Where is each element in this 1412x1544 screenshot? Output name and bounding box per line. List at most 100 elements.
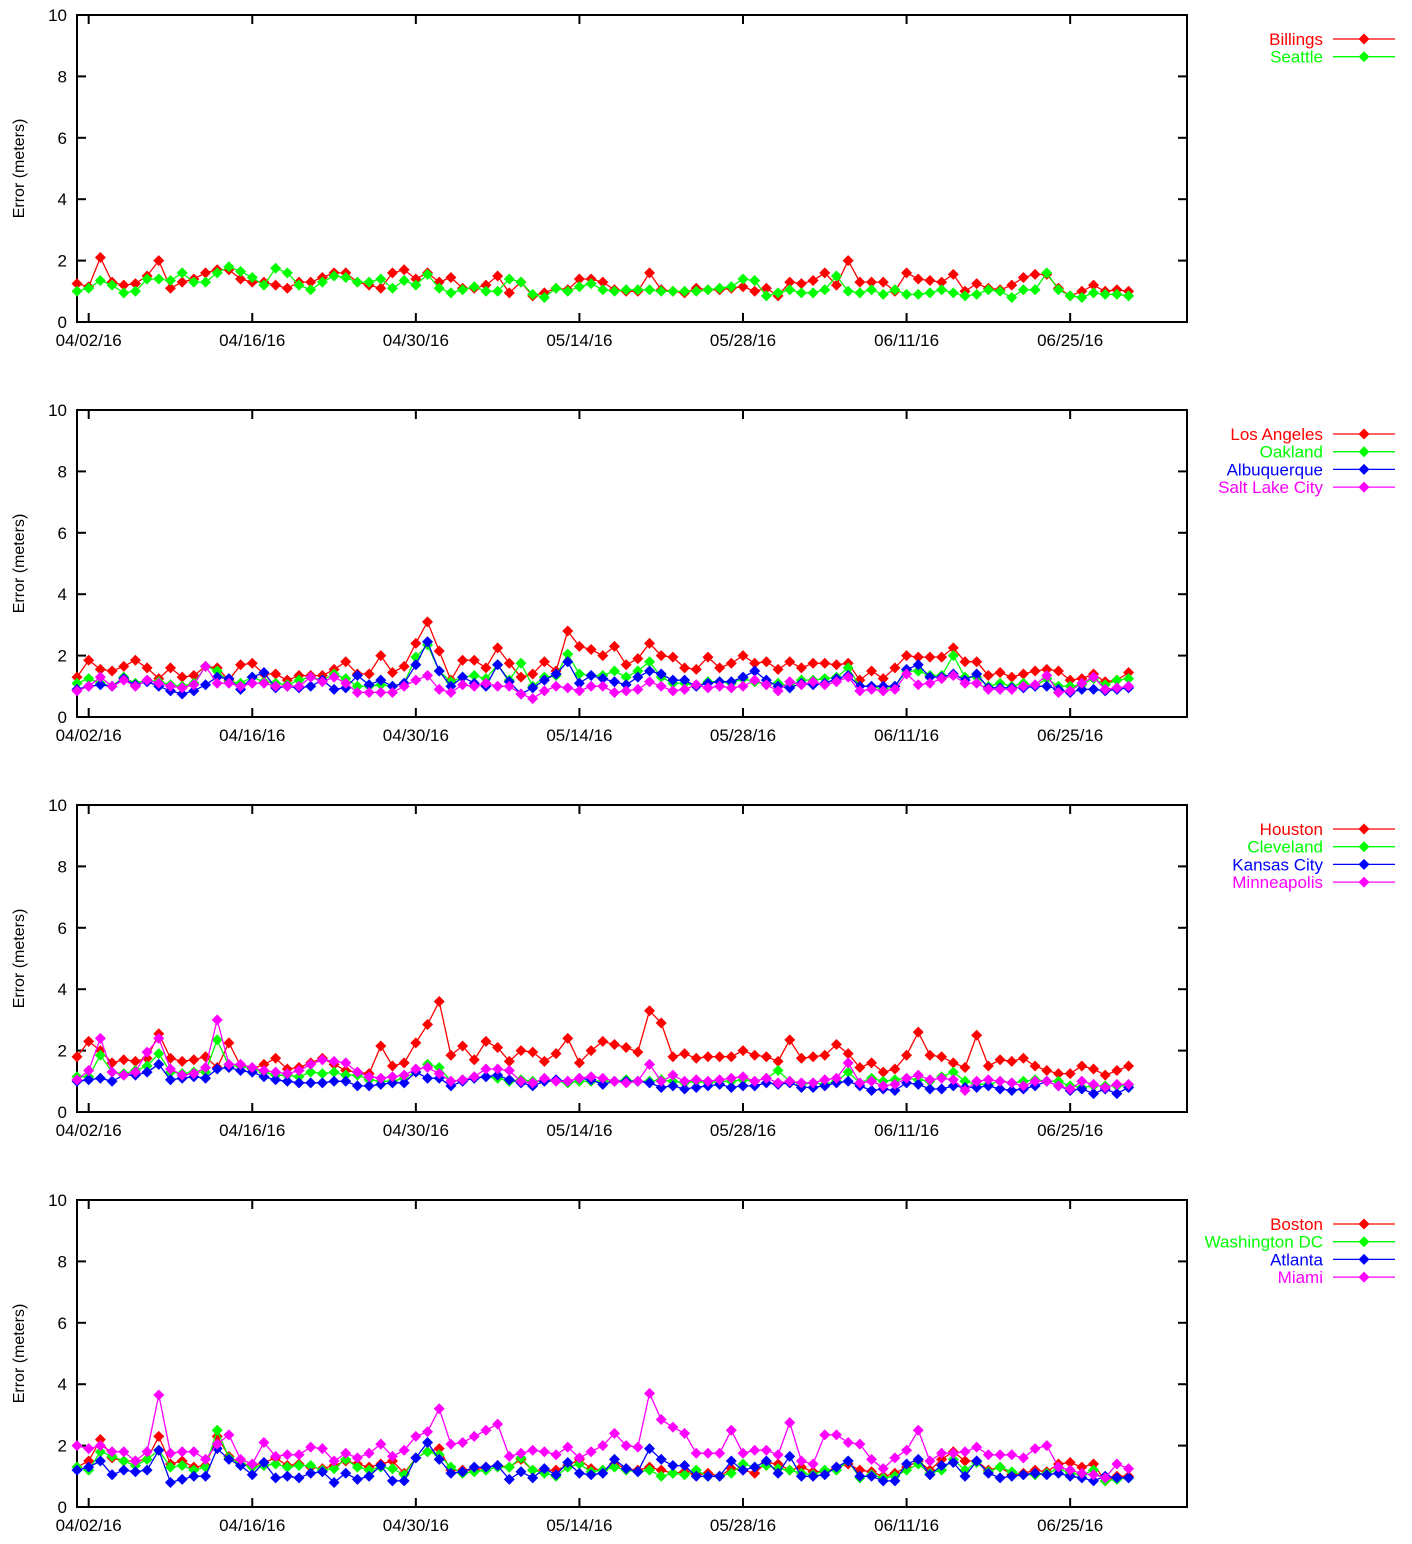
data-point xyxy=(655,1081,667,1093)
data-point xyxy=(1006,1077,1018,1089)
x-tick-label: 06/25/16 xyxy=(1037,331,1103,350)
data-point xyxy=(877,673,889,685)
data-point xyxy=(562,625,574,637)
x-tick-label: 04/02/16 xyxy=(56,726,122,745)
data-point xyxy=(842,1455,854,1467)
y-tick-label: 0 xyxy=(58,708,67,727)
data-point xyxy=(433,995,445,1007)
data-point xyxy=(457,1437,469,1449)
data-point xyxy=(620,659,632,671)
data-point xyxy=(246,1458,258,1470)
data-point xyxy=(515,276,527,288)
data-point xyxy=(655,680,667,692)
data-point xyxy=(1064,1464,1076,1476)
data-point xyxy=(655,1453,667,1465)
data-point xyxy=(877,1080,889,1092)
data-point xyxy=(422,268,434,280)
data-point xyxy=(550,668,562,680)
x-tick-label: 05/28/16 xyxy=(710,726,776,745)
y-tick-label: 8 xyxy=(58,67,67,86)
data-point xyxy=(258,1071,270,1083)
data-point xyxy=(573,677,585,689)
data-point xyxy=(772,1055,784,1067)
data-point xyxy=(819,1469,831,1481)
data-point xyxy=(889,662,901,674)
data-point xyxy=(211,677,223,689)
data-point xyxy=(515,1466,527,1478)
data-point xyxy=(503,1065,515,1077)
data-point xyxy=(562,1441,574,1453)
x-tick-label: 06/11/16 xyxy=(874,1121,939,1140)
data-point xyxy=(153,255,165,267)
data-point xyxy=(492,642,504,654)
data-point xyxy=(340,677,352,689)
legend-label: Washington DC xyxy=(1205,1233,1323,1252)
data-point xyxy=(597,1467,609,1479)
data-point xyxy=(211,1014,223,1026)
data-point xyxy=(164,1447,176,1459)
data-point xyxy=(246,657,258,669)
data-point xyxy=(398,275,410,287)
data-point xyxy=(608,1427,620,1439)
data-point xyxy=(1017,1469,1029,1481)
y-tick-label: 2 xyxy=(58,1042,67,1061)
data-point xyxy=(492,1460,504,1472)
data-point xyxy=(655,1075,667,1087)
data-point xyxy=(1017,1080,1029,1092)
data-point xyxy=(176,1446,188,1458)
data-point xyxy=(912,1078,924,1090)
legend-label: Miami xyxy=(1278,1268,1323,1287)
legend-marker xyxy=(1358,1253,1370,1265)
data-point xyxy=(410,659,422,671)
data-point xyxy=(340,1069,352,1081)
data-point xyxy=(807,676,819,688)
data-point xyxy=(1052,686,1064,698)
y-tick-label: 0 xyxy=(58,1498,67,1517)
data-point xyxy=(772,287,784,299)
data-point xyxy=(480,1424,492,1436)
data-point xyxy=(842,1066,854,1078)
data-point xyxy=(515,657,527,669)
data-point xyxy=(866,1085,878,1097)
legend-label: Los Angeles xyxy=(1230,425,1323,444)
data-point xyxy=(971,677,983,689)
data-point xyxy=(94,1433,106,1445)
data-point xyxy=(433,1453,445,1465)
data-point xyxy=(1088,287,1100,299)
data-point xyxy=(176,276,188,288)
data-point xyxy=(538,1446,550,1458)
data-point xyxy=(760,290,772,302)
data-point xyxy=(737,273,749,285)
data-point xyxy=(293,1460,305,1472)
data-point xyxy=(760,1444,772,1456)
data-point xyxy=(620,1077,632,1089)
data-point xyxy=(912,1453,924,1465)
data-point xyxy=(644,284,656,296)
data-point xyxy=(807,1051,819,1063)
data-point xyxy=(468,680,480,692)
data-point xyxy=(936,1083,948,1095)
data-point xyxy=(281,1449,293,1461)
data-point xyxy=(749,1467,761,1479)
data-point xyxy=(982,1074,994,1086)
data-point xyxy=(795,662,807,674)
data-point xyxy=(141,273,153,285)
data-point xyxy=(550,282,562,294)
data-point xyxy=(1052,1461,1064,1473)
y-tick-label: 10 xyxy=(48,1191,67,1210)
data-point xyxy=(620,1440,632,1452)
data-point xyxy=(235,680,247,692)
data-point xyxy=(375,1072,387,1084)
data-point xyxy=(480,285,492,297)
data-point xyxy=(129,285,141,297)
data-point xyxy=(410,1037,422,1049)
data-point xyxy=(994,1054,1006,1066)
data-point xyxy=(737,1071,749,1083)
data-point xyxy=(644,1077,656,1089)
legend-marker xyxy=(1358,428,1370,440)
data-point xyxy=(457,1466,469,1478)
data-point xyxy=(1064,1083,1076,1095)
data-point xyxy=(94,1446,106,1458)
data-point xyxy=(211,1438,223,1450)
legend-marker xyxy=(1358,876,1370,888)
